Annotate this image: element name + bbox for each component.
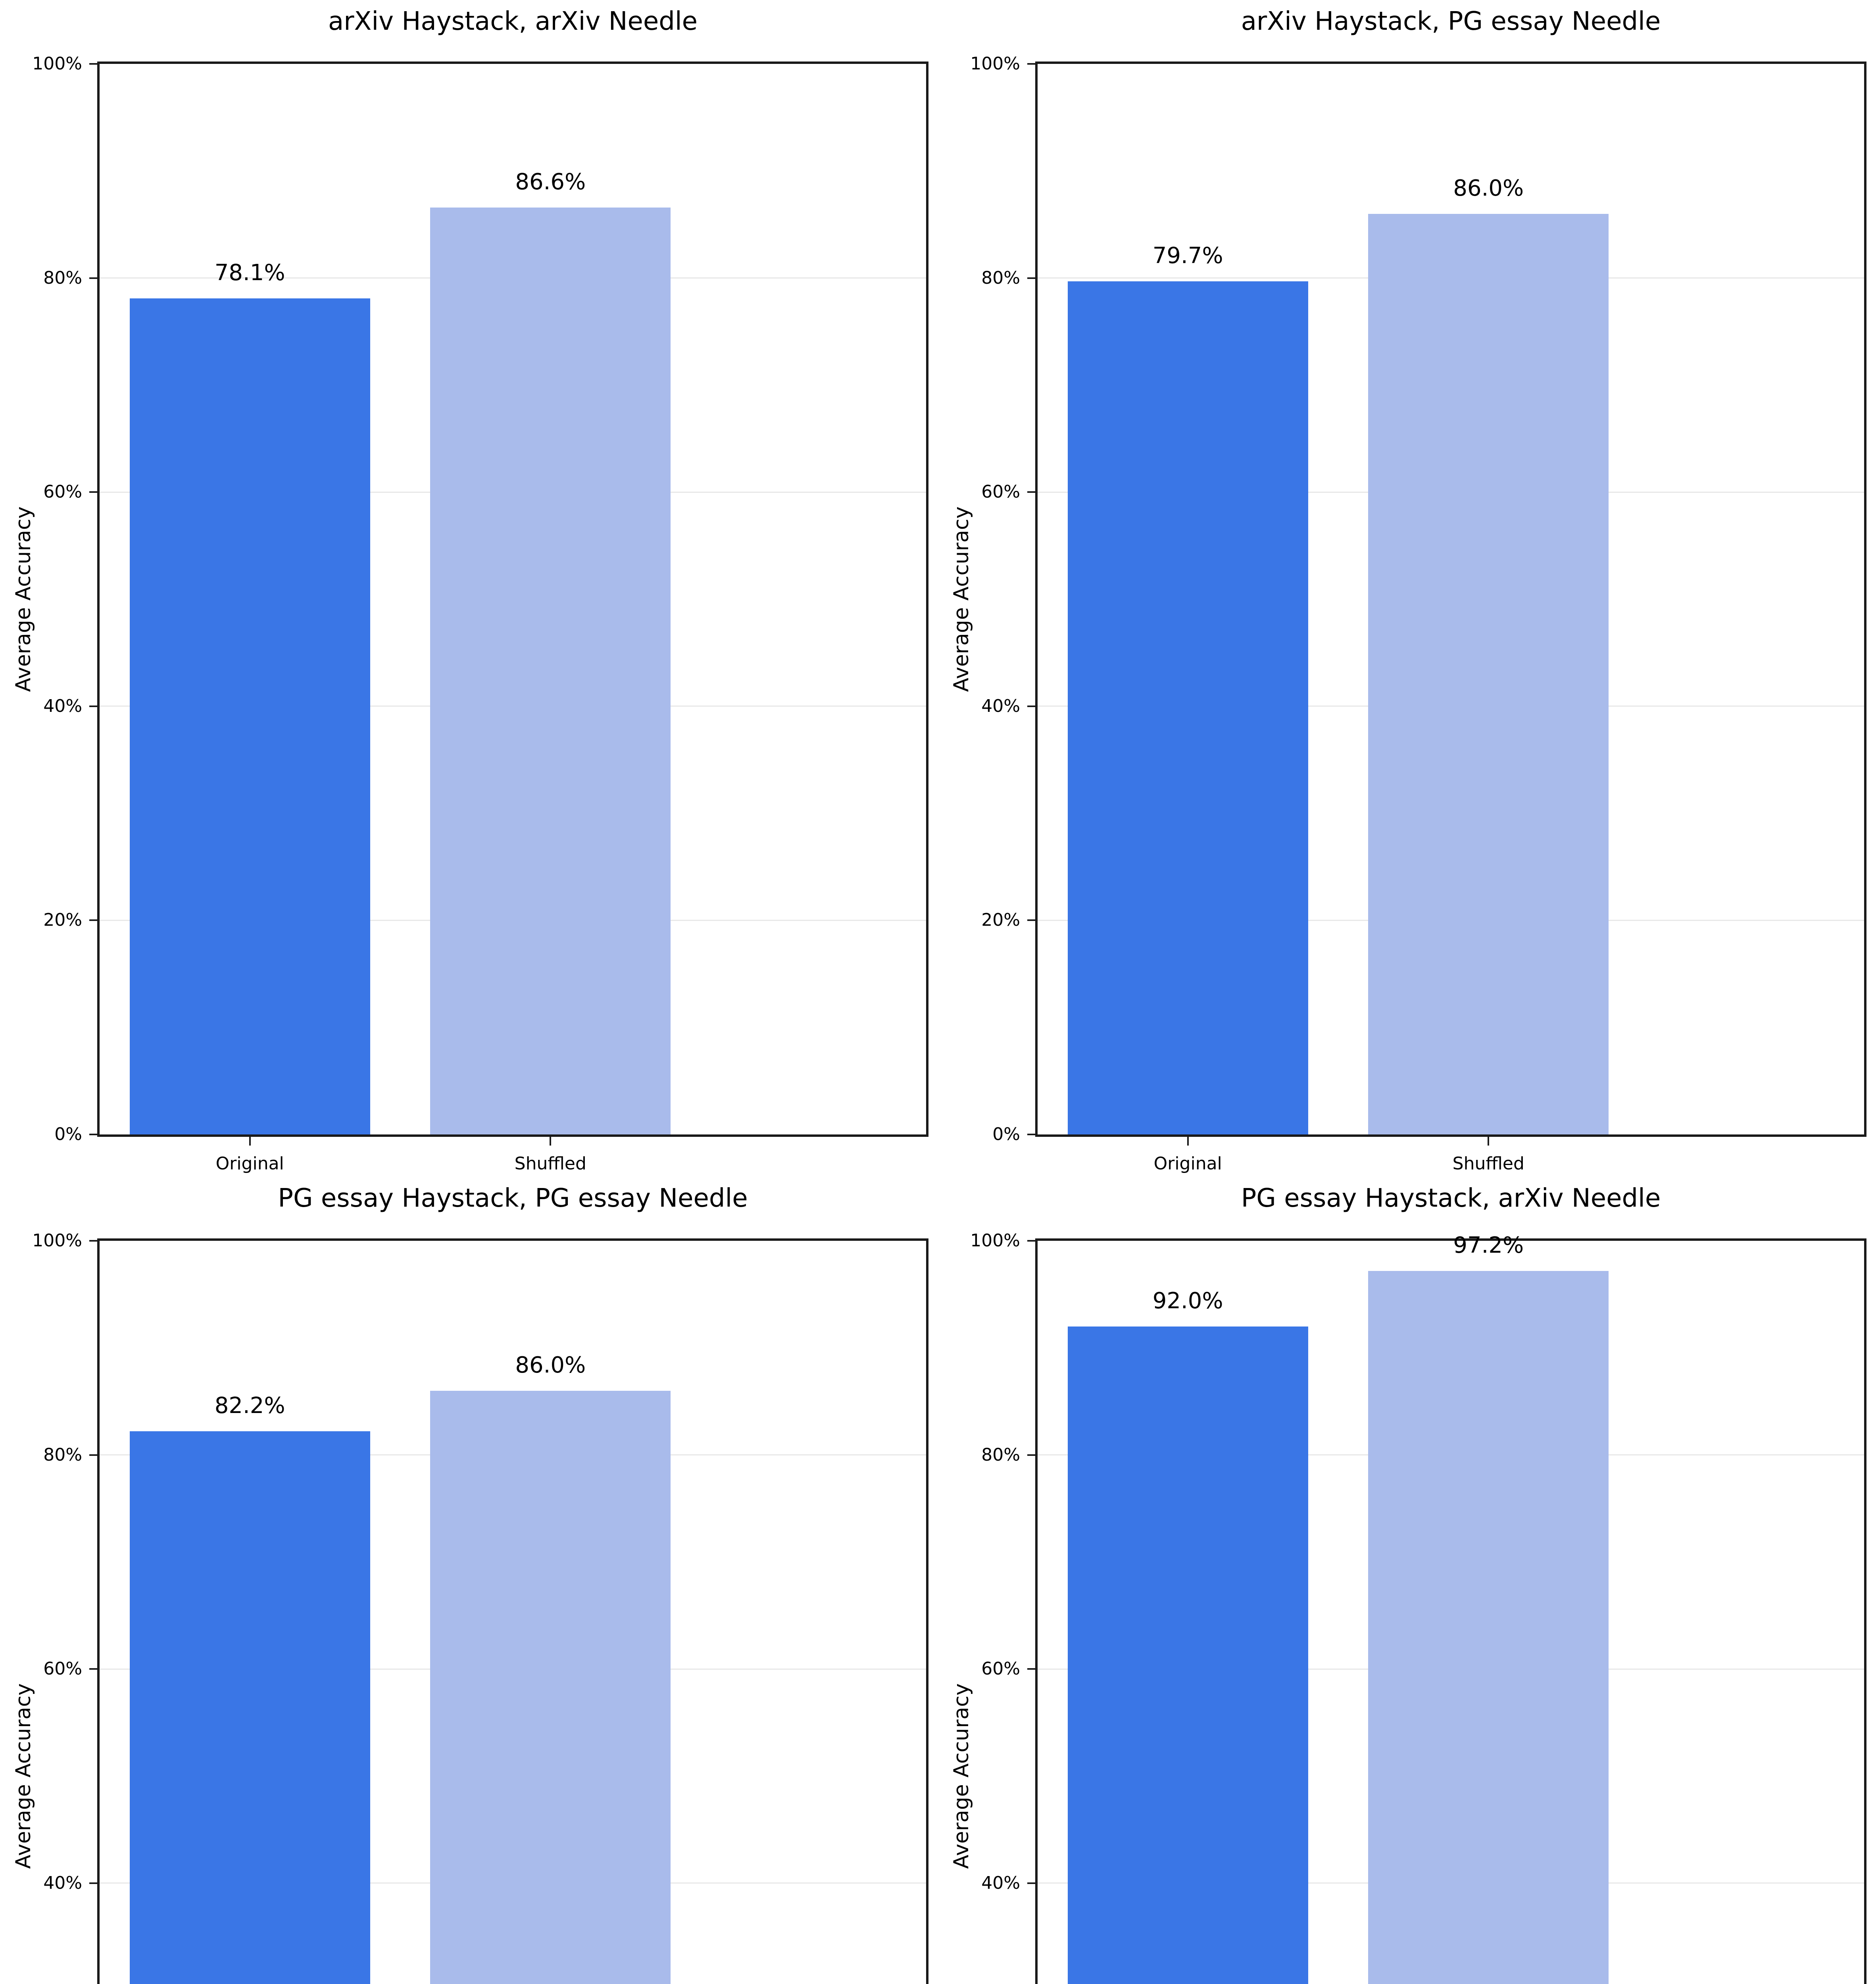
x-tick-mark [550,1137,552,1146]
plot-area: Average Accuracy 0% 20% 40% 60% 80% 100% 78.1% 8… [12,55,928,1173]
bar-original [129,1431,370,1984]
bar-value-label: 92.0% [1152,1288,1223,1314]
y-tick-mark [1027,705,1035,707]
y-tick-label: 60% [981,482,1020,502]
y-tick-mark [89,1668,97,1670]
bar-shuffled [1368,1271,1609,1984]
y-axis-label: Average Accuracy [12,1683,35,1869]
plot-area: Average Accuracy0%20%40%60%80%100%82.2%8… [12,1232,928,1984]
bar-value-label: 78.1% [214,260,285,286]
chart-title: PG essay Haystack, arXiv Needle [1241,1184,1661,1213]
y-tick-label: 20% [981,910,1020,930]
y-tick-label: 60% [43,482,82,502]
chart-title: arXiv Haystack, arXiv Needle [328,7,698,36]
y-tick-mark [89,491,97,493]
y-tick-mark [89,1134,97,1135]
bar-shuffled [430,207,671,1134]
y-tick-label: 100% [970,54,1020,74]
y-tick-label: 60% [981,1659,1020,1679]
y-tick-mark [1027,1134,1035,1135]
x-tick-mark [1488,1137,1490,1146]
y-tick-label: 0% [992,1124,1020,1144]
y-tick-label: 80% [981,1444,1020,1465]
y-tick-mark [89,1240,97,1242]
y-tick-mark [89,705,97,707]
y-tick-mark [1027,63,1035,65]
y-tick-mark [89,277,97,279]
y-axis-label: Average Accuracy [950,506,973,692]
y-tick-mark [89,63,97,65]
y-tick-label: 40% [43,1872,82,1893]
y-tick-label: 40% [981,1872,1020,1893]
y-tick-label: 60% [43,1659,82,1679]
y-tick-mark [1027,491,1035,493]
x-tick-mark [249,1137,251,1146]
y-tick-label: 40% [43,696,82,716]
bar-original [1067,281,1308,1134]
subplot-2: PG essay Haystack, PG essay Needle Averag… [0,1177,938,1984]
plot-area: Average Accuracy 0% 20% 40% 60% 80% 100% 79.7% 8… [950,55,1866,1173]
x-tick-mark [1187,1137,1189,1146]
y-tick-label: 40% [981,696,1020,716]
y-tick-mark [1027,277,1035,279]
bar-original [129,298,370,1134]
y-tick-mark [1027,1240,1035,1242]
y-tick-mark [1027,1882,1035,1884]
bar-original [1067,1326,1308,1984]
subplot-1: arXiv Haystack, PG essay Needle Average A… [938,0,1876,1177]
bar-shuffled [1368,213,1609,1134]
y-tick-mark [1027,1454,1035,1456]
chart-title: arXiv Haystack, PG essay Needle [1241,7,1661,36]
y-tick-label: 80% [981,267,1020,288]
x-tick-label-original: Original [215,1153,284,1174]
y-tick-label: 100% [970,1230,1020,1251]
y-tick-label: 0% [54,1124,82,1144]
y-tick-mark [1027,1668,1035,1670]
bar-value-label: 86.6% [515,169,586,195]
y-tick-mark [89,1882,97,1884]
x-tick-label-shuffled: Shuffled [514,1153,586,1174]
bar-value-label: 97.2% [1453,1232,1524,1258]
x-tick-label-shuffled: Shuffled [1452,1153,1524,1174]
bar-value-label: 86.0% [515,1352,586,1378]
subplot-3: PG essay Haystack, arXiv Needle Average A… [938,1177,1876,1984]
subplot-0: arXiv Haystack, arXiv Needle Average Accu… [0,0,938,1177]
x-tick-label-original: Original [1153,1153,1222,1174]
y-tick-label: 80% [43,267,82,288]
bar-value-label: 82.2% [214,1393,285,1419]
bar-shuffled [430,1390,671,1984]
bar-value-label: 79.7% [1152,242,1223,269]
y-axis-label: Average Accuracy [12,506,35,692]
y-tick-mark [1027,919,1035,921]
plot-area: Average Accuracy0%20%40%60%80%100%92.0%9… [950,1232,1866,1984]
y-tick-label: 100% [32,1230,82,1251]
y-tick-label: 100% [32,54,82,74]
y-tick-label: 80% [43,1444,82,1465]
y-tick-label: 20% [43,910,82,930]
y-tick-mark [89,919,97,921]
chart-title: PG essay Haystack, PG essay Needle [278,1184,748,1213]
y-tick-mark [89,1454,97,1456]
y-axis-label: Average Accuracy [950,1683,973,1869]
bar-value-label: 86.0% [1453,175,1524,201]
